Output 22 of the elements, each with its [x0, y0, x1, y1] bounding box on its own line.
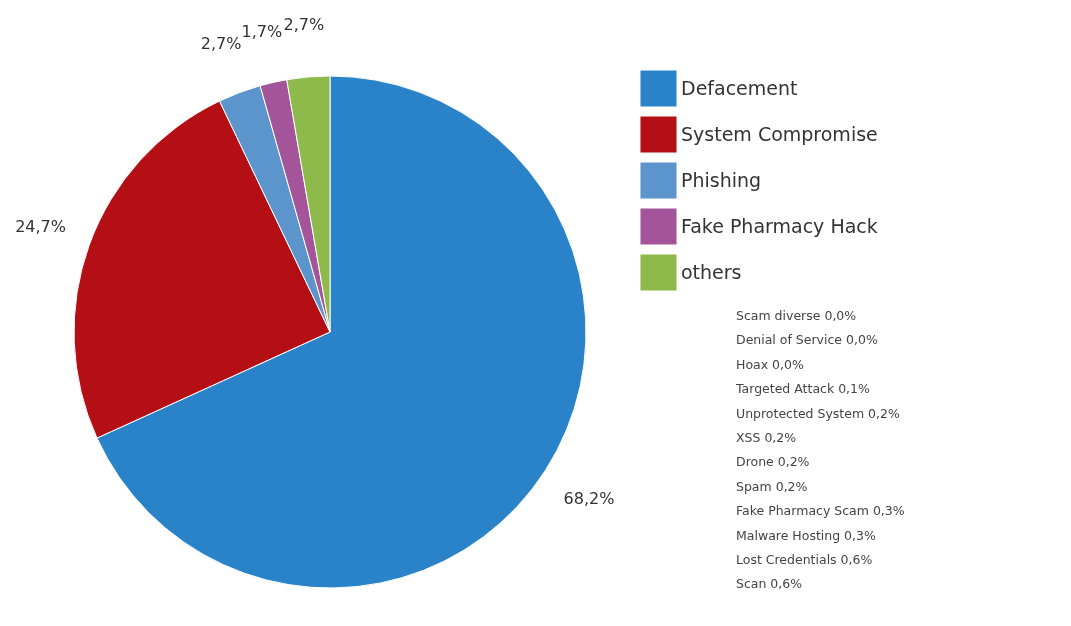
text: Spam 0,2%	[736, 478, 808, 494]
data-label: 2,7%	[283, 15, 325, 35]
data-label: 2,7%	[200, 33, 242, 53]
text: Unprotected System 0,2%	[736, 405, 900, 421]
text: Targeted Attack 0,1%	[735, 381, 871, 397]
legend-label: Phishing	[681, 168, 762, 191]
legend-label: System Compromise	[681, 122, 878, 145]
text: Lost Credentials 0,6%	[736, 552, 873, 567]
text: XSS 0,2%	[736, 430, 797, 445]
text: Drone 0,2%	[736, 454, 810, 470]
data-label: 24,7%	[15, 216, 66, 236]
text: Malware Hosting 0,3%	[736, 527, 876, 543]
legend-label: others	[681, 260, 742, 283]
text: Hoax 0,0%	[736, 356, 804, 372]
text: Scan 0,6%	[736, 576, 803, 592]
text: Scam diverse 0,0%	[736, 308, 857, 323]
text: Denial of Service 0,0%	[736, 332, 878, 348]
data-label: 1,7%	[241, 21, 283, 41]
text: Fake Pharmacy Scam 0,3%	[736, 503, 905, 519]
data-label: 68,2%	[563, 488, 615, 508]
legend-label: Defacement	[681, 76, 798, 99]
legend-label: Fake Pharmacy Hack	[681, 214, 878, 237]
